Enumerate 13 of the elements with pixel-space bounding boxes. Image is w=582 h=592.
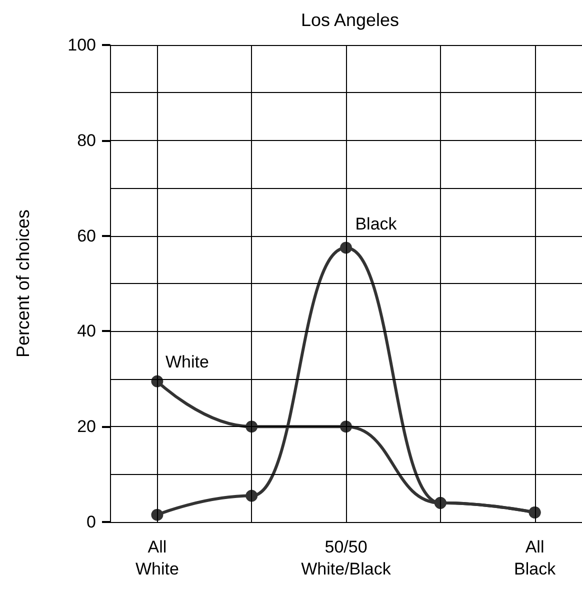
- x-tick-label: 50/50 White/Black: [301, 538, 392, 578]
- x-tick-label: All Black: [514, 538, 556, 578]
- y-tick-label: 60: [77, 226, 96, 246]
- series-label: Black: [355, 214, 398, 234]
- y-tick-label: 20: [77, 417, 96, 436]
- series-label: White: [165, 352, 209, 372]
- x-tick-label: All White: [135, 538, 179, 578]
- y-tick-label: 100: [68, 36, 96, 54]
- y-axis-title: Percent of choices: [13, 209, 33, 358]
- y-tick-label: 40: [77, 322, 96, 341]
- chart-title: Los Angeles: [300, 10, 400, 30]
- y-tick-label: 0: [86, 512, 96, 532]
- y-tick-label: 80: [77, 130, 96, 150]
